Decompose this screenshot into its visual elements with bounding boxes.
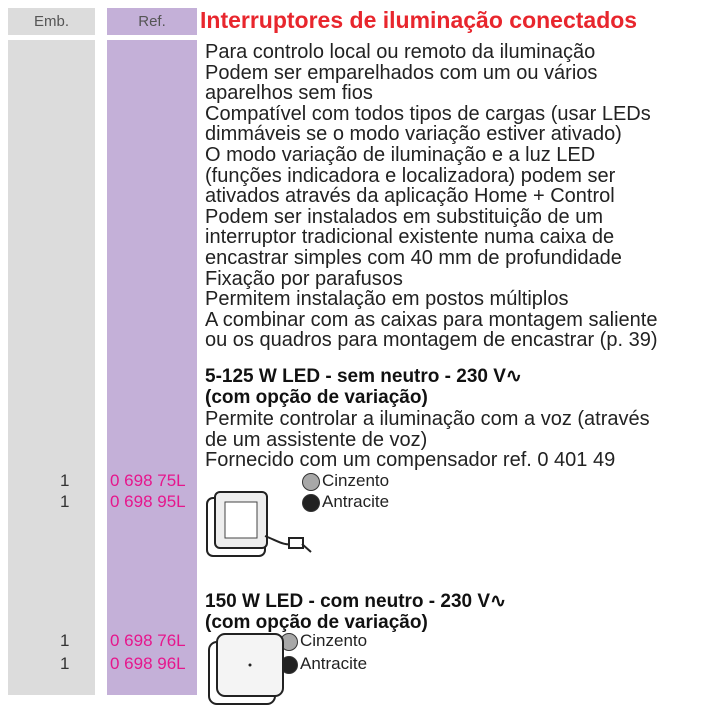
- ref-value: 0 698 96L: [110, 654, 186, 673]
- intro-line: Para controlo local ou remoto da ilumina…: [205, 41, 596, 63]
- intro-line: Compatível com todos tipos de cargas (us…: [205, 102, 651, 125]
- color-name: Cinzento: [322, 471, 390, 490]
- intro-line: Podem ser instalados em substituição de …: [205, 205, 603, 228]
- intro-line: aparelhos sem fios: [205, 82, 373, 105]
- product-description: Permite controlar a iluminação com a voz…: [205, 408, 650, 431]
- intro-line: interruptor tradicional existente numa c…: [205, 226, 615, 249]
- emb-header: Emb.: [33, 13, 69, 30]
- emb-column: [8, 40, 95, 695]
- intro-line: O modo variação de iluminação e a luz LE…: [205, 144, 596, 166]
- product-image: [208, 633, 284, 705]
- product-heading: (com opção de variação): [205, 386, 428, 408]
- ref-header: Ref.: [138, 13, 166, 30]
- emb-value: 1: [60, 492, 70, 511]
- product-image: [206, 491, 312, 557]
- ref-value: 0 698 75L: [110, 471, 186, 490]
- color-swatch: [302, 473, 320, 491]
- intro-line: A combinar com as caixas para montagem s…: [205, 308, 658, 331]
- emb-value: 1: [60, 654, 70, 673]
- intro-line: Permitem instalação em postos múltiplos: [205, 288, 569, 311]
- color-name: Antracite: [322, 492, 390, 511]
- ref-value: 0 698 95L: [110, 492, 186, 511]
- emb-value: 1: [60, 631, 70, 650]
- emb-value: 1: [60, 471, 70, 490]
- product-heading: 5-125 W LED - sem neutro - 230 V∿: [205, 366, 522, 387]
- intro-line: ativados através da aplicação Home + Con…: [205, 185, 615, 208]
- color-name: Cinzento: [300, 631, 368, 650]
- intro-line: Fixação por parafusos: [205, 267, 403, 290]
- product-description: Fornecido com um compensador ref. 0 401 …: [205, 449, 616, 472]
- intro-line: (funções indicadora e localizadora) pode…: [205, 164, 616, 187]
- product-heading: (com opção de variação): [205, 611, 428, 633]
- intro-line: ou os quadros para montagem de encastrar…: [205, 329, 658, 352]
- emb-header-bg: [8, 8, 95, 35]
- ref-header-bg: [107, 8, 197, 35]
- color-name: Antracite: [300, 654, 368, 673]
- ref-column: [107, 40, 197, 695]
- product-description: de um assistente de voz): [205, 428, 428, 451]
- ref-value: 0 698 76L: [110, 631, 186, 650]
- intro-line: Podem ser emparelhados com um ou vários: [205, 61, 598, 84]
- intro-line: encastrar simples com 40 mm de profundid…: [205, 247, 622, 269]
- title: Interruptores de iluminação conectados: [200, 7, 638, 33]
- intro-line: dimmáveis se o modo variação estiver ati…: [205, 123, 622, 146]
- color-swatch: [302, 494, 320, 512]
- product-heading: 150 W LED - com neutro - 230 V∿: [205, 591, 506, 612]
